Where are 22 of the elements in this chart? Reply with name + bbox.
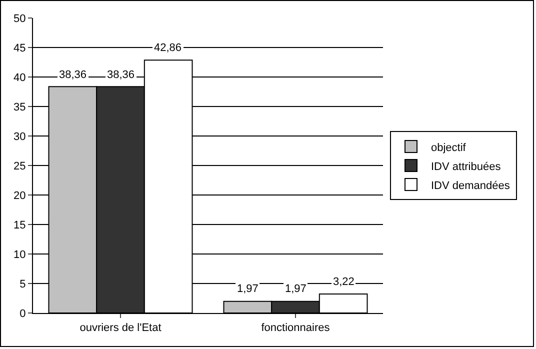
y-tick-label: 15 <box>14 219 26 232</box>
data-label: 3,22 <box>333 276 354 288</box>
y-tick-label: 30 <box>14 130 26 143</box>
data-label: 38,36 <box>59 69 87 81</box>
legend-label: IDV attribuées <box>431 160 502 173</box>
data-label: 42,86 <box>154 42 182 54</box>
legend-label: objectif <box>431 142 467 154</box>
data-label: 1,97 <box>285 283 306 295</box>
y-tick-label: 10 <box>14 248 26 261</box>
y-tick-label: 45 <box>14 42 26 54</box>
data-label: 1,97 <box>237 283 258 295</box>
data-label: 38,36 <box>107 69 135 81</box>
y-tick-label: 50 <box>14 12 26 25</box>
y-tick-label: 25 <box>14 160 26 172</box>
y-tick-label: 5 <box>20 278 26 290</box>
y-tick-label: 35 <box>14 101 26 114</box>
x-tick-label: fonctionnaires <box>261 322 330 334</box>
y-tick-label: 40 <box>14 72 26 84</box>
legend-label: IDV demandées <box>431 180 510 192</box>
x-tick-label: ouvriers de l'Etat <box>80 322 162 334</box>
y-tick-label: 0 <box>20 308 26 320</box>
y-tick-label: 20 <box>14 190 26 202</box>
